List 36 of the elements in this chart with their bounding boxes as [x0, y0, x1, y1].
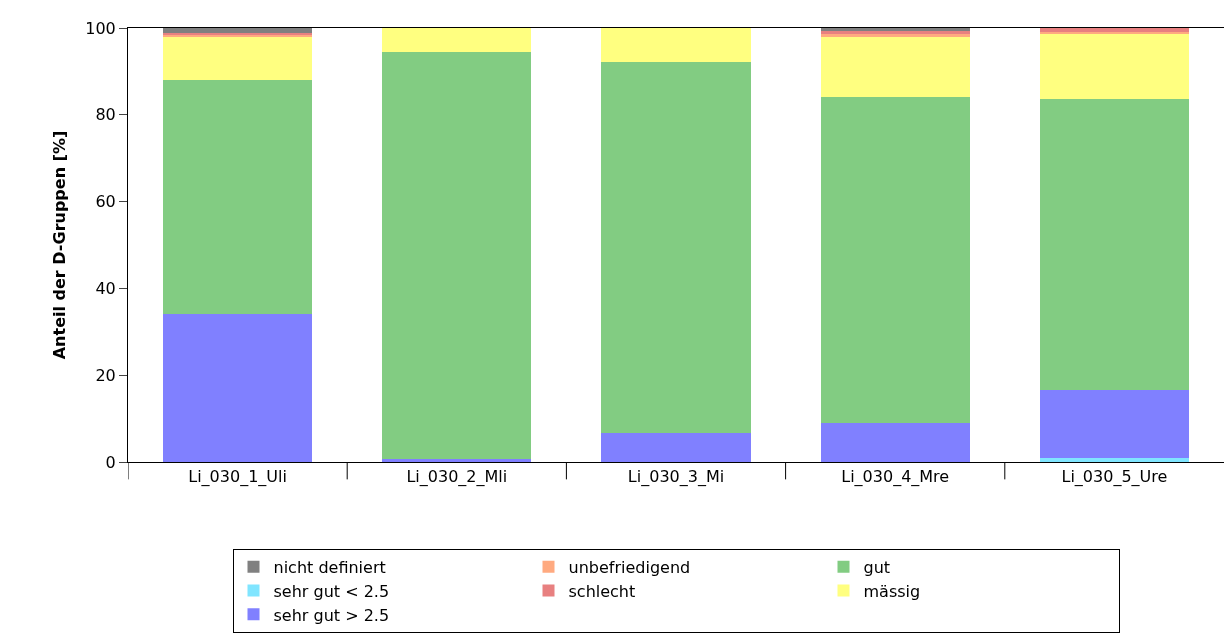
- bar: [163, 28, 313, 34]
- legend-label: sehr gut > 2.5: [273, 605, 390, 625]
- legend-label: mässig: [863, 581, 921, 601]
- bar: [601, 28, 751, 62]
- bar: [163, 37, 313, 81]
- legend-label: schlecht: [568, 581, 636, 601]
- x-tick-label: Li_030_4_Mre: [841, 467, 950, 488]
- y-tick-label: 80: [95, 105, 116, 125]
- x-tick-label: Li_030_3_Mi: [627, 467, 725, 488]
- bar: [163, 80, 313, 315]
- legend-label: gut: [863, 557, 891, 577]
- bar: [820, 97, 970, 423]
- y-tick-label: 100: [85, 18, 116, 38]
- bar: [601, 432, 751, 462]
- bar: [1039, 99, 1189, 390]
- y-tick-label: 60: [95, 192, 116, 212]
- bar: [1039, 457, 1189, 462]
- x-tick-label: Li_030_2_Mli: [406, 467, 508, 488]
- bar: [1039, 33, 1189, 100]
- x-tick-label: Li_030_5_Ure: [1061, 467, 1168, 488]
- x-tick-label: Li_030_1_Uli: [188, 467, 287, 488]
- bar: [382, 51, 532, 459]
- bar: [601, 61, 751, 433]
- y-tick-label: 0: [105, 452, 116, 472]
- legend-label: unbefriedigend: [568, 557, 691, 577]
- bar: [1039, 389, 1189, 458]
- bar: [382, 28, 532, 52]
- y-tick-label: 20: [95, 365, 116, 385]
- legend-label: nicht definiert: [273, 557, 386, 577]
- legend-label: sehr gut < 2.5: [273, 581, 390, 601]
- bar: [163, 314, 313, 462]
- bar: [820, 37, 970, 98]
- y-axis-title: Anteil der D-Gruppen [%]: [50, 130, 70, 360]
- bar: [820, 422, 970, 462]
- y-tick-label: 40: [95, 279, 116, 298]
- bar: [1039, 28, 1189, 33]
